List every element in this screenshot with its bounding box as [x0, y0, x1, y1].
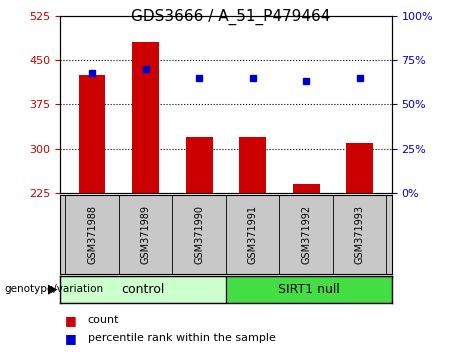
Bar	[346, 143, 373, 193]
Bar	[293, 184, 319, 193]
Text: SIRT1 null: SIRT1 null	[278, 283, 340, 296]
Text: count: count	[88, 315, 119, 325]
Text: GSM371990: GSM371990	[194, 205, 204, 264]
Text: ■: ■	[65, 332, 76, 344]
Text: GSM371993: GSM371993	[355, 205, 365, 264]
Bar	[79, 75, 106, 193]
Bar	[132, 42, 159, 193]
Text: GDS3666 / A_51_P479464: GDS3666 / A_51_P479464	[131, 9, 330, 25]
Bar	[60, 276, 226, 303]
Bar	[239, 137, 266, 193]
Text: GSM371992: GSM371992	[301, 205, 311, 264]
Text: genotype/variation: genotype/variation	[5, 284, 104, 295]
Text: GSM371991: GSM371991	[248, 205, 258, 264]
Text: control: control	[121, 283, 165, 296]
Text: ▶: ▶	[48, 283, 58, 296]
Bar	[186, 137, 213, 193]
Text: GSM371989: GSM371989	[141, 205, 151, 264]
Bar	[226, 276, 392, 303]
Text: percentile rank within the sample: percentile rank within the sample	[88, 333, 276, 343]
Text: ■: ■	[65, 314, 76, 327]
Text: GSM371988: GSM371988	[87, 205, 97, 264]
